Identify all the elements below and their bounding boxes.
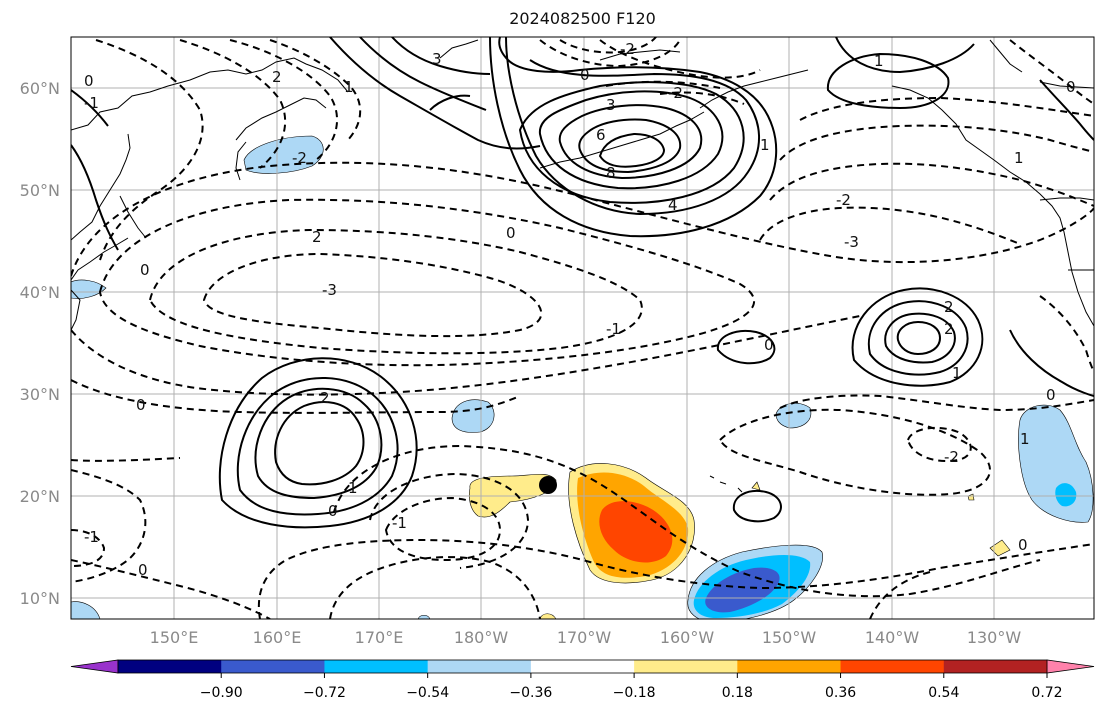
- storm-center-marker: [539, 476, 557, 494]
- colorbar-tick-label: −0.72: [303, 685, 346, 701]
- colorbar-tick-label: −0.90: [200, 685, 243, 701]
- contour-label: 0: [580, 66, 590, 84]
- colorbar-left-extension: [70, 659, 119, 674]
- colorbar: −0.90 −0.72 −0.54 −0.36 −0.18 0.18 0.36 0.54 0.7…: [70, 659, 1095, 701]
- lat-label: 60°N: [20, 79, 60, 98]
- colorbar-segment: [840, 660, 945, 673]
- contour-label: -2: [668, 84, 683, 102]
- contour-label: 0: [328, 502, 338, 520]
- longitude-labels: 150°E 160°E 170°E 180°W 170°W 160°W 150°…: [150, 628, 1022, 647]
- contour-label: 2: [320, 389, 330, 407]
- contour-label: 2: [944, 320, 954, 338]
- contour-label: 0: [1066, 78, 1076, 96]
- contour-label: 1: [344, 78, 354, 96]
- warm-anomaly-light: [989, 539, 1011, 557]
- contour-label: 1: [1014, 149, 1024, 167]
- warm-anomaly-strong: [599, 501, 673, 563]
- contour-label: 1: [348, 479, 358, 497]
- map-title: 2024082500 F120: [509, 9, 656, 28]
- map-frame: [70, 36, 1095, 620]
- colorbar-tick-label: 0.18: [722, 685, 753, 701]
- lon-label: 150°W: [762, 628, 817, 647]
- colorbar-tick-label: −0.18: [613, 685, 656, 701]
- cool-anomaly-light: [451, 399, 495, 433]
- colorbar-segment: [221, 660, 325, 673]
- contour-label: 3: [606, 96, 616, 114]
- contour-label: 2: [272, 68, 282, 86]
- colorbar-segment: [118, 660, 222, 673]
- contour-label: -2: [620, 40, 635, 58]
- lon-label: 160°W: [660, 628, 715, 647]
- contour-label: 1: [874, 52, 884, 70]
- contour-label: -3: [322, 281, 337, 299]
- contour-label: -2: [292, 149, 307, 167]
- contour-label: -1: [606, 320, 621, 338]
- lat-label: 50°N: [20, 181, 60, 200]
- lat-label: 10°N: [20, 589, 60, 608]
- colorbar-tick-label: −0.36: [509, 685, 552, 701]
- colorbar-segment: [530, 660, 635, 673]
- contour-label: 1: [1020, 430, 1030, 448]
- latitude-labels: 60°N 50°N 40°N 30°N 20°N 10°N: [20, 79, 60, 608]
- contour-label: -2: [836, 191, 851, 209]
- contour-label: 0: [138, 561, 148, 579]
- colorbar-tick-label: 0.54: [928, 685, 959, 701]
- lon-label: 140°W: [865, 628, 920, 647]
- contour-label: -1: [84, 94, 99, 112]
- contour-label: 1: [952, 364, 962, 382]
- colorbar-segment: [324, 660, 429, 673]
- graticule: [71, 37, 1094, 619]
- contour-label: 4: [668, 196, 678, 214]
- cool-anomaly-light: [775, 402, 812, 429]
- shading-layer: [71, 135, 1094, 619]
- contour-label: 0: [140, 261, 150, 279]
- colorbar-right-extension: [1046, 659, 1095, 674]
- contour-label: -3: [844, 233, 859, 251]
- contour-label: 0: [1018, 536, 1028, 554]
- lat-label: 20°N: [20, 487, 60, 506]
- colorbar-segment: [634, 660, 738, 673]
- lon-label: 170°W: [557, 628, 612, 647]
- contour-label: 2: [944, 298, 954, 316]
- contour-label: -1: [84, 528, 99, 546]
- negative-contours: [71, 37, 1094, 619]
- colorbar-segment: [737, 660, 842, 673]
- contour-label: 0: [84, 72, 94, 90]
- colorbar-tick-label: −0.54: [406, 685, 449, 701]
- lat-label: 30°N: [20, 385, 60, 404]
- cool-anomaly-light: [71, 601, 101, 619]
- colorbar-tick-label: 0.36: [825, 685, 856, 701]
- colorbar-frame: [117, 659, 1048, 674]
- contour-label: 8: [606, 164, 616, 182]
- lon-label: 180°W: [454, 628, 509, 647]
- lon-label: 150°E: [150, 628, 199, 647]
- cool-anomaly-light: [243, 135, 324, 174]
- colorbar-segment: [427, 660, 532, 673]
- cool-anomaly-mid: [1055, 483, 1077, 507]
- colorbar-tick-label: 0.72: [1031, 685, 1062, 701]
- contour-label: 0: [764, 336, 774, 354]
- contour-label-group: 3 2 1 0 -1 -2 -3 3 6 8 4 1 -2 -2 0 1 -2 …: [84, 40, 1076, 579]
- lon-label: 160°E: [253, 628, 302, 647]
- colorbar-segment: [943, 660, 1048, 673]
- contour-label: 0: [1046, 386, 1056, 404]
- contour-label: 6: [596, 126, 606, 144]
- contour-label: -2: [944, 448, 959, 466]
- contour-label: 3: [432, 50, 442, 68]
- lon-label: 170°E: [355, 628, 404, 647]
- contour-label: 2: [312, 228, 322, 246]
- contour-label: 1: [760, 136, 770, 154]
- warm-anomaly-light: [751, 481, 761, 491]
- lat-label: 40°N: [20, 283, 60, 302]
- contour-label: 0: [136, 396, 146, 414]
- contour-label: 0: [506, 224, 516, 242]
- lon-label: 130°W: [967, 628, 1022, 647]
- contour-label: -1: [392, 514, 407, 532]
